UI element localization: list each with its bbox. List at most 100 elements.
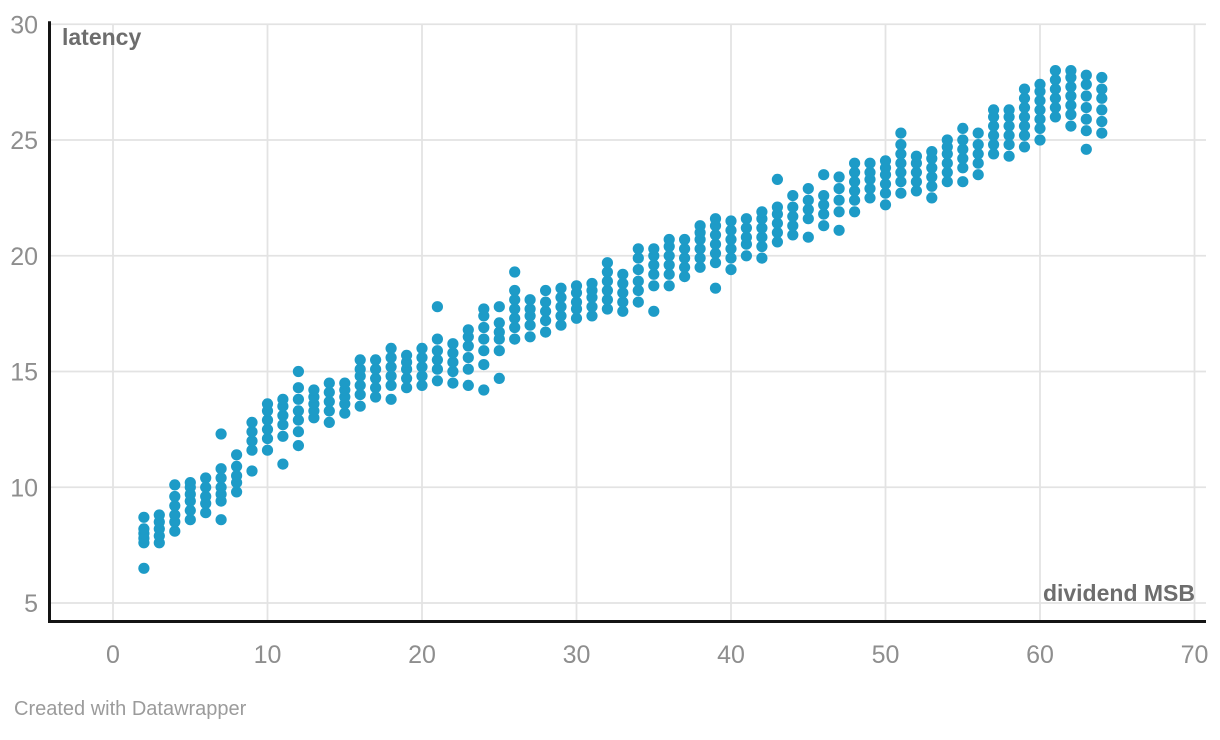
data-point[interactable] <box>740 250 753 262</box>
data-point[interactable] <box>709 238 722 250</box>
data-point[interactable] <box>1065 81 1077 93</box>
data-point[interactable] <box>277 430 289 442</box>
data-point[interactable] <box>957 122 969 134</box>
data-point[interactable] <box>957 134 969 146</box>
data-point[interactable] <box>879 187 892 199</box>
data-point[interactable] <box>725 243 737 255</box>
data-point[interactable] <box>895 127 907 139</box>
data-point[interactable] <box>709 257 722 269</box>
data-point[interactable] <box>1049 92 1061 104</box>
data-point[interactable] <box>926 162 938 174</box>
data-point[interactable] <box>1049 65 1061 77</box>
data-point[interactable] <box>802 183 814 195</box>
data-point[interactable] <box>524 294 536 306</box>
data-point[interactable] <box>972 169 984 181</box>
data-point[interactable] <box>601 284 614 297</box>
data-point[interactable] <box>895 176 907 188</box>
data-point[interactable] <box>1096 71 1108 84</box>
data-point[interactable] <box>663 268 675 280</box>
data-point[interactable] <box>879 199 892 211</box>
data-point[interactable] <box>1096 127 1108 139</box>
data-point[interactable] <box>1049 83 1061 95</box>
data-point[interactable] <box>370 391 382 403</box>
data-point[interactable] <box>509 312 521 324</box>
data-point[interactable] <box>818 199 830 211</box>
data-point[interactable] <box>663 259 675 271</box>
data-point[interactable] <box>215 481 227 493</box>
data-point[interactable] <box>339 377 351 389</box>
data-point[interactable] <box>771 227 784 239</box>
data-point[interactable] <box>555 310 567 322</box>
data-point[interactable] <box>416 361 428 373</box>
data-point[interactable] <box>261 414 274 426</box>
data-point[interactable] <box>277 458 289 470</box>
data-point[interactable] <box>632 296 644 308</box>
data-point[interactable] <box>910 150 923 162</box>
data-point[interactable] <box>586 277 598 290</box>
data-point[interactable] <box>1034 113 1046 125</box>
data-point[interactable] <box>988 148 1000 160</box>
data-point[interactable] <box>478 321 490 334</box>
data-point[interactable] <box>246 435 258 447</box>
data-point[interactable] <box>493 317 505 329</box>
data-point[interactable] <box>509 284 521 297</box>
data-point[interactable] <box>478 303 490 315</box>
data-point[interactable] <box>462 363 474 375</box>
data-point[interactable] <box>169 479 181 491</box>
data-point[interactable] <box>354 354 366 366</box>
data-point[interactable] <box>740 213 753 225</box>
data-point[interactable] <box>292 393 304 405</box>
data-point[interactable] <box>648 268 660 280</box>
data-point[interactable] <box>756 240 768 253</box>
data-point[interactable] <box>231 460 243 472</box>
data-point[interactable] <box>802 213 814 225</box>
data-point[interactable] <box>895 187 907 199</box>
data-point[interactable] <box>972 157 984 169</box>
data-point[interactable] <box>771 236 784 248</box>
data-point[interactable] <box>385 352 397 364</box>
data-point[interactable] <box>169 490 181 503</box>
data-point[interactable] <box>601 266 614 278</box>
data-point[interactable] <box>895 157 907 169</box>
data-point[interactable] <box>679 243 691 255</box>
data-point[interactable] <box>632 243 644 255</box>
data-point[interactable] <box>555 301 567 313</box>
data-point[interactable] <box>586 310 598 322</box>
data-point[interactable] <box>462 324 474 336</box>
data-point[interactable] <box>663 233 675 246</box>
data-point[interactable] <box>323 377 335 389</box>
data-point[interactable] <box>169 509 181 521</box>
data-point[interactable] <box>292 365 304 378</box>
data-point[interactable] <box>1018 111 1031 123</box>
data-point[interactable] <box>478 345 490 357</box>
data-point[interactable] <box>416 342 428 354</box>
data-point[interactable] <box>354 400 366 412</box>
data-point[interactable] <box>431 363 443 375</box>
data-point[interactable] <box>354 363 366 375</box>
data-point[interactable] <box>323 416 335 428</box>
data-point[interactable] <box>957 143 969 155</box>
data-point[interactable] <box>895 148 907 160</box>
data-point[interactable] <box>478 333 490 345</box>
data-point[interactable] <box>756 222 768 234</box>
data-point[interactable] <box>370 354 382 366</box>
data-point[interactable] <box>1080 102 1092 114</box>
data-point[interactable] <box>802 231 814 243</box>
data-point[interactable] <box>1080 78 1092 90</box>
data-point[interactable] <box>725 264 737 276</box>
data-point[interactable] <box>462 379 474 391</box>
data-point[interactable] <box>509 321 521 334</box>
data-point[interactable] <box>524 303 536 315</box>
data-point[interactable] <box>478 359 490 371</box>
data-point[interactable] <box>431 354 443 366</box>
data-point[interactable] <box>277 409 289 422</box>
data-point[interactable] <box>308 384 320 396</box>
data-point[interactable] <box>462 340 474 352</box>
data-point[interactable] <box>648 243 660 255</box>
data-point[interactable] <box>833 183 845 195</box>
data-point[interactable] <box>246 465 258 477</box>
data-point[interactable] <box>833 224 845 236</box>
data-point[interactable] <box>292 382 304 394</box>
data-point[interactable] <box>370 382 382 394</box>
data-point[interactable] <box>1065 65 1077 77</box>
